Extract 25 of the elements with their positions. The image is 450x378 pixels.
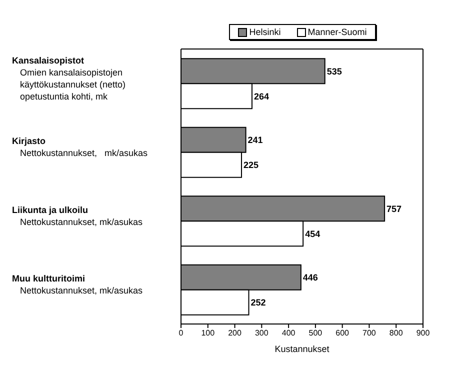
legend-label: Manner-Suomi: [306, 27, 367, 37]
data-label: 252: [250, 298, 266, 308]
y-tick-label: Liikunta ja ulkoilu Nettokustannukset, mk/asukas: [12, 204, 144, 227]
x-tick-label: 900: [416, 328, 430, 338]
x-tick-label: 600: [336, 328, 350, 338]
x-tick-label: 200: [228, 328, 242, 338]
x-tick-label: 0: [178, 328, 184, 338]
data-label: 241: [248, 135, 263, 146]
x-tick-label: 300: [254, 328, 269, 338]
x-tick-label: 500: [308, 328, 323, 338]
x-tick-label: 800: [389, 328, 404, 338]
data-label: 446: [302, 272, 318, 283]
data-label: 454: [305, 228, 320, 239]
y-tick-label: Kirjasto Nettokustannukset, mk/asukas: [12, 136, 148, 158]
data-label: 535: [326, 66, 342, 76]
y-tick-label: Muu kultturitoimi Nettokustannukset, mk/asukas: [12, 274, 144, 296]
x-tick-label: 100: [201, 328, 216, 338]
x-tick-label: 400: [282, 328, 296, 338]
x-tick-label: 700: [362, 328, 376, 338]
legend-label: Helsinki: [248, 27, 281, 37]
data-label: 264: [254, 91, 270, 102]
x-axis-title: Kustannukset: [274, 344, 330, 354]
data-label: 757: [386, 204, 402, 214]
data-label: 225: [244, 160, 259, 170]
y-tick-label: Kansalaisopistot Omien kansalaisopistojen käyttökustannukset (netto) opetustuntia kohti, mk: [12, 55, 126, 102]
